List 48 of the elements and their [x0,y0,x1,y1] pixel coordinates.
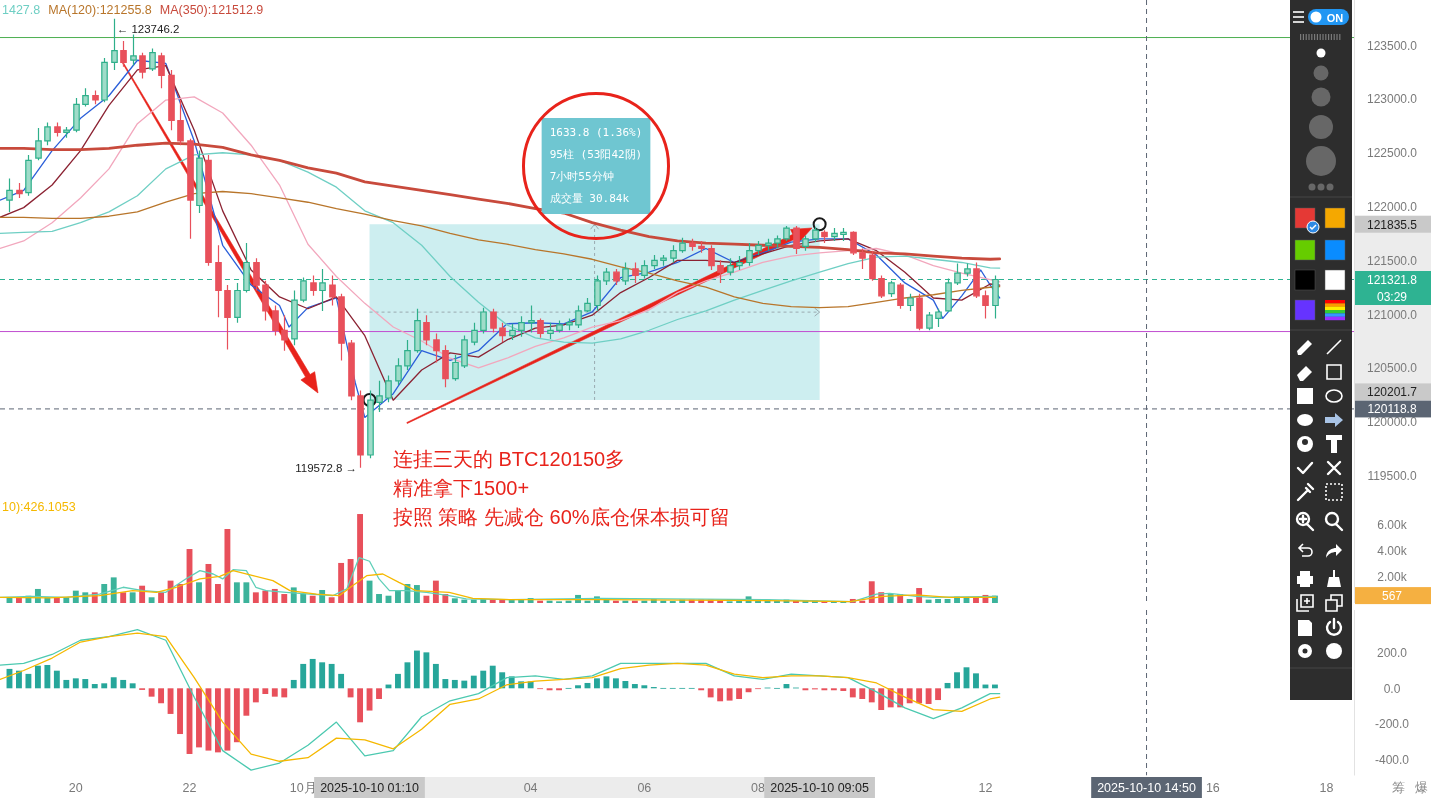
text: 爆 [1414,780,1428,795]
annotation: 119572.8 → [295,461,358,474]
y-tick-label: 123500.0 [1366,38,1418,53]
y-tick-label: 123000.0 [1366,92,1418,107]
y-tick-label: 0.0 [1383,681,1401,696]
text: 筹 [1391,780,1405,795]
ref-line-label: 121321.8 [1366,272,1418,287]
y-tick-label: -200.0 [1374,717,1410,732]
annotation: ← 123746.2 [116,22,180,35]
y-tick-label: 2.00k [1377,570,1408,585]
x-tick-label: 12 [978,780,993,795]
y-tick-label: 119500.0 [1367,468,1417,483]
annotation: 连挂三天的 BTC120150多 [392,448,626,470]
annotation: 7小时55分钟 [549,170,614,183]
annotation: 按照 策略 先减仓 60%底仓保本损可留 [392,506,730,528]
x-tick-label: 18 [1319,780,1334,795]
y-tick-label: 120500.0 [1366,361,1418,376]
x-tick-label: 22 [182,780,197,795]
annotation: 成交量 30.84k [549,192,630,205]
y-tick-label: 122500.0 [1366,146,1418,161]
x-tick-label: 06 [637,780,652,795]
x-tick-label: 16 [1205,780,1220,795]
text: 2025-10-10 01:10 [320,780,419,795]
annotation: ON [1326,11,1344,24]
annotation: 1633.8 (1.36%) [549,126,643,139]
x-tick-label: 10月 [289,780,317,795]
text: 2025-10-10 09:05 [770,780,869,795]
y-tick-label: 4.00k [1377,544,1408,559]
annotation: 95柱 (53阳42阴) [549,148,643,161]
x-tick-label: 20 [68,780,83,795]
text: 567 [1381,588,1403,603]
y-tick-label: 6.00k [1377,518,1408,533]
legend: 1427.8 MA(120):121255.8 MA(350):121512.9 [2,3,264,17]
legend: 10):426.1053 [2,500,76,514]
text: 03:29 [1376,289,1408,304]
y-tick-label: 122000.0 [1366,200,1418,215]
y-tick-label: 121500.0 [1366,253,1418,268]
annotation: 精准拿下1500+ [392,477,530,499]
y-tick-label: -400.0 [1374,752,1410,767]
y-tick-label: 200.0 [1376,646,1408,661]
text: 120201.7 [1366,385,1418,400]
ref-line-label: 120118.8 [1367,402,1417,417]
y-tick-label: 120000.0 [1366,415,1418,430]
x-tick-label: 08 [751,780,766,795]
ref-line-label: 2025-10-10 14:50 [1097,780,1196,795]
x-tick-label: 04 [523,780,538,795]
text: 121835.5 [1366,217,1418,232]
y-tick-label: 121000.0 [1366,307,1418,322]
